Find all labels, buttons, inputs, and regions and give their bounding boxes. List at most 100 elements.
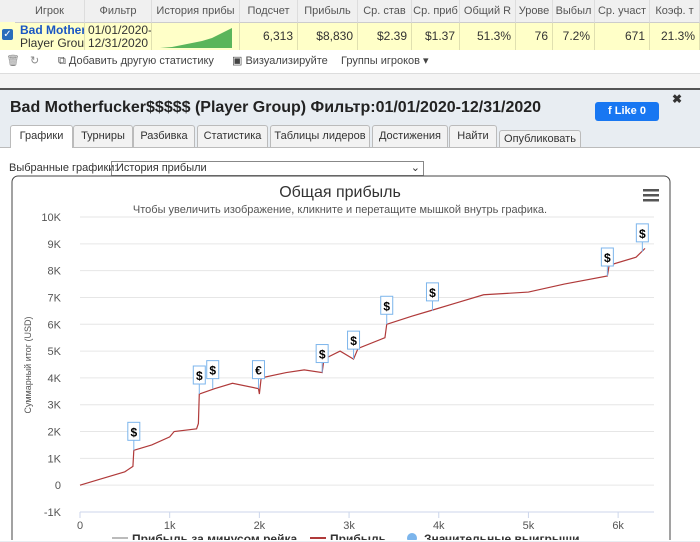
- tab[interactable]: Достижения: [372, 125, 448, 147]
- value-cell: $1.37: [412, 23, 460, 50]
- tab[interactable]: Статистика: [197, 125, 268, 147]
- header-cell[interactable]: Ср. став: [358, 0, 412, 23]
- header-cell[interactable]: История прибы: [152, 0, 240, 23]
- y-tick-label: 4K: [48, 373, 62, 385]
- like-button[interactable]: f Like 0: [595, 102, 659, 121]
- y-tick-label: 5K: [48, 346, 62, 358]
- flag-label: $: [639, 227, 646, 241]
- profit-line: [79, 247, 646, 486]
- header-cell[interactable]: Урове: [516, 0, 553, 23]
- y-tick-label: 10K: [41, 212, 61, 224]
- y-tick-label: 6K: [48, 319, 62, 331]
- chart-frame: [11, 175, 671, 540]
- tab[interactable]: Таблицы лидеров: [270, 125, 370, 147]
- tab[interactable]: Разбивка: [133, 125, 195, 147]
- value-cell: 51.3%: [460, 23, 516, 50]
- tab[interactable]: Опубликовать: [499, 130, 581, 148]
- flag-label: $: [209, 364, 216, 378]
- trash-icon[interactable]: 🗑: [6, 55, 20, 67]
- flag: [425, 282, 439, 302]
- legend-swatch: [407, 533, 417, 540]
- player-link[interactable]: Bad Mother: [20, 23, 85, 37]
- flag-label: $: [196, 369, 203, 383]
- close-button[interactable]: ✖: [672, 92, 683, 106]
- y-axis-label: Суммарный итог (USD): [23, 316, 33, 413]
- value-cell: 7.2%: [553, 23, 595, 50]
- header-cell[interactable]: Ср. приб: [412, 0, 460, 23]
- add-stat[interactable]: ⧉ Добавить другую статистику: [58, 55, 214, 67]
- player-group: Player Group: [20, 36, 85, 50]
- flag: [635, 223, 649, 243]
- groups[interactable]: Группы игроков ▾: [341, 55, 429, 67]
- header-cell[interactable]: Ср. участ: [595, 0, 650, 23]
- header-cell[interactable]: Подсчет: [240, 0, 298, 23]
- like-text: Like: [614, 105, 637, 117]
- legend-label: Значительные выигрыши: [424, 532, 580, 540]
- filter-cell: 01/01/2020- 12/31/2020: [85, 23, 152, 50]
- flag: [347, 330, 361, 350]
- flag-label: €: [255, 364, 262, 378]
- x-tick-label: 6k: [612, 520, 624, 532]
- visualize-text: Визуализируйте: [245, 55, 328, 67]
- y-tick-label: 2K: [48, 427, 62, 439]
- flag-label: $: [319, 348, 326, 362]
- y-tick-label: -1K: [44, 507, 62, 519]
- header-cell[interactable]: Прибыль: [298, 0, 358, 23]
- chart-title: Общая прибыль: [279, 184, 401, 201]
- visualize[interactable]: ▣ Визуализируйте: [232, 55, 328, 67]
- filter-from: 01/01/2020-: [88, 23, 152, 37]
- flag-label: $: [350, 334, 357, 348]
- select-value: История прибыли: [116, 162, 207, 174]
- y-tick-label: 0: [55, 480, 61, 492]
- y-tick-label: 3K: [48, 400, 62, 412]
- select-label: Выбранные графики:: [9, 162, 118, 174]
- y-tick-label: 7K: [48, 292, 62, 304]
- header-cell[interactable]: Фильтр: [85, 0, 152, 23]
- flag: [206, 360, 220, 380]
- tab[interactable]: Графики: [10, 125, 73, 148]
- x-tick-label: 4k: [433, 520, 445, 532]
- tab[interactable]: Турниры: [73, 125, 133, 147]
- x-tick-label: 1k: [164, 520, 176, 532]
- flag-label: $: [604, 251, 611, 265]
- separator: [0, 73, 700, 89]
- header-cell[interactable]: Выбыл: [553, 0, 595, 23]
- checkbox-cell: ✓: [0, 22, 15, 50]
- flag: [127, 421, 141, 441]
- flag: [600, 247, 614, 267]
- value-cell: 6,313: [240, 23, 298, 50]
- panel-title: Bad Motherfucker$$$$$ (Player Group) Фил…: [10, 99, 542, 116]
- value-cell: $8,830: [298, 23, 358, 50]
- legend-label: Прибыль: [330, 532, 386, 540]
- player-cell: Bad Mother Player Group: [15, 23, 85, 50]
- sparkline: [160, 28, 232, 48]
- flag: [192, 365, 206, 385]
- y-tick-label: 1K: [48, 453, 62, 465]
- header-cell[interactable]: Общий R: [460, 0, 516, 23]
- add-stat-text: Добавить другую статистику: [68, 55, 214, 67]
- groups-text: Группы игроков: [341, 55, 420, 67]
- like-count: 0: [639, 105, 646, 117]
- x-tick-label: 2k: [254, 520, 266, 532]
- value-cell: 671: [595, 23, 650, 50]
- menu-icon[interactable]: [643, 189, 659, 202]
- tab[interactable]: Найти: [449, 125, 497, 147]
- y-tick-label: 9K: [48, 239, 62, 251]
- flag-label: $: [429, 286, 436, 300]
- flag-label: $: [383, 299, 390, 313]
- x-tick-label: 0: [77, 520, 83, 532]
- filter-to: 12/31/2020: [88, 36, 149, 50]
- flag: [251, 360, 265, 380]
- checkbox[interactable]: ✓: [2, 29, 13, 40]
- flag: [315, 344, 329, 364]
- flag-label: $: [130, 425, 137, 439]
- y-tick-label: 8K: [48, 266, 62, 278]
- header-cell[interactable]: Игрок: [15, 0, 85, 23]
- legend-label: Прибыль за минусом рейка: [132, 532, 297, 540]
- value-cell: 76: [516, 23, 553, 50]
- x-tick-label: 3k: [343, 520, 355, 532]
- flag: [380, 295, 394, 315]
- refresh-icon[interactable]: ↻: [30, 55, 40, 67]
